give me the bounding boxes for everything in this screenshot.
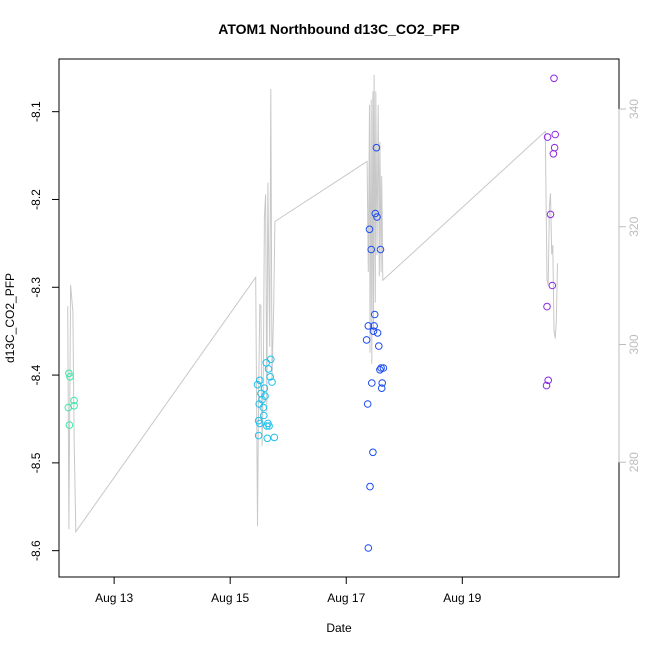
y-axis-label: d13C_CO2_PFP [3, 273, 17, 363]
data-point [268, 378, 276, 386]
data-point [376, 366, 384, 374]
x-axis: Aug 13 Aug 15 Aug 17 Aug 19 [95, 576, 482, 605]
data-point [373, 213, 381, 221]
x-axis-label: Date [326, 621, 352, 635]
x-tick-label: Aug 17 [327, 591, 365, 605]
data-point [373, 329, 382, 337]
data-point [551, 130, 560, 139]
y2-tick-label: 320 [627, 216, 641, 236]
data-point [375, 342, 383, 350]
data-point [363, 400, 372, 408]
data-point [369, 327, 378, 336]
data-point [368, 379, 376, 387]
data-point [371, 209, 380, 218]
data-point [372, 143, 381, 152]
data-point [261, 392, 269, 400]
data-point [70, 402, 78, 410]
y-tick-label: -8.3 [29, 277, 43, 298]
y2-tick-label: 300 [627, 334, 641, 354]
y-tick-label: -8.5 [29, 452, 43, 473]
data-point [266, 373, 275, 381]
data-point [364, 544, 373, 552]
y-tick-label: -8.4 [29, 364, 43, 385]
data-point [378, 379, 387, 387]
data-point [366, 482, 374, 491]
data-point [542, 381, 551, 390]
data-point [260, 411, 268, 420]
y-tick-label: -8.1 [29, 101, 43, 122]
y-tick-label: -8.6 [29, 540, 43, 561]
data-point [260, 384, 269, 393]
data-point [369, 448, 377, 457]
data-point [267, 355, 275, 364]
data-point [259, 403, 268, 412]
secondary-series-line [67, 74, 558, 534]
data-point [364, 322, 373, 330]
data-point [264, 365, 273, 373]
data-point [377, 384, 386, 393]
data-point [550, 74, 558, 83]
data-point [548, 281, 557, 290]
data-point [256, 419, 264, 428]
data-point [254, 431, 263, 440]
y2-tick-label: 280 [627, 452, 641, 472]
data-point [362, 336, 371, 344]
data-point [379, 364, 388, 372]
data-point [370, 310, 379, 319]
scatter-points [64, 74, 560, 552]
data-point [367, 245, 376, 254]
series-line-path [67, 74, 558, 534]
y2-tick-label: 340 [627, 99, 641, 119]
data-point [544, 376, 553, 385]
x-tick-label: Aug 13 [95, 591, 133, 605]
data-point [65, 421, 74, 429]
data-point [376, 245, 385, 254]
x-tick-label: Aug 19 [443, 591, 481, 605]
x-tick-label: Aug 15 [211, 591, 249, 605]
data-point [263, 434, 272, 443]
data-point [66, 373, 74, 381]
y-tick-label: -8.2 [29, 189, 43, 210]
data-point [253, 380, 262, 389]
data-point [70, 396, 78, 405]
data-point [265, 422, 273, 430]
data-point [377, 364, 385, 372]
data-point [256, 376, 264, 385]
y-axis: -8.6 -8.5 -8.4 -8.3 -8.2 -8.1 [29, 101, 60, 561]
data-point [546, 210, 555, 219]
data-point [543, 302, 551, 311]
secondary-y-axis: 280 300 320 340 [618, 99, 641, 472]
data-point [365, 225, 374, 234]
data-point [370, 322, 378, 330]
data-point [543, 133, 552, 141]
chart-title: ATOM1 Northbound d13C_CO2_PFP [218, 21, 459, 37]
data-point [550, 143, 559, 152]
data-point [65, 369, 73, 378]
data-point [270, 433, 279, 442]
